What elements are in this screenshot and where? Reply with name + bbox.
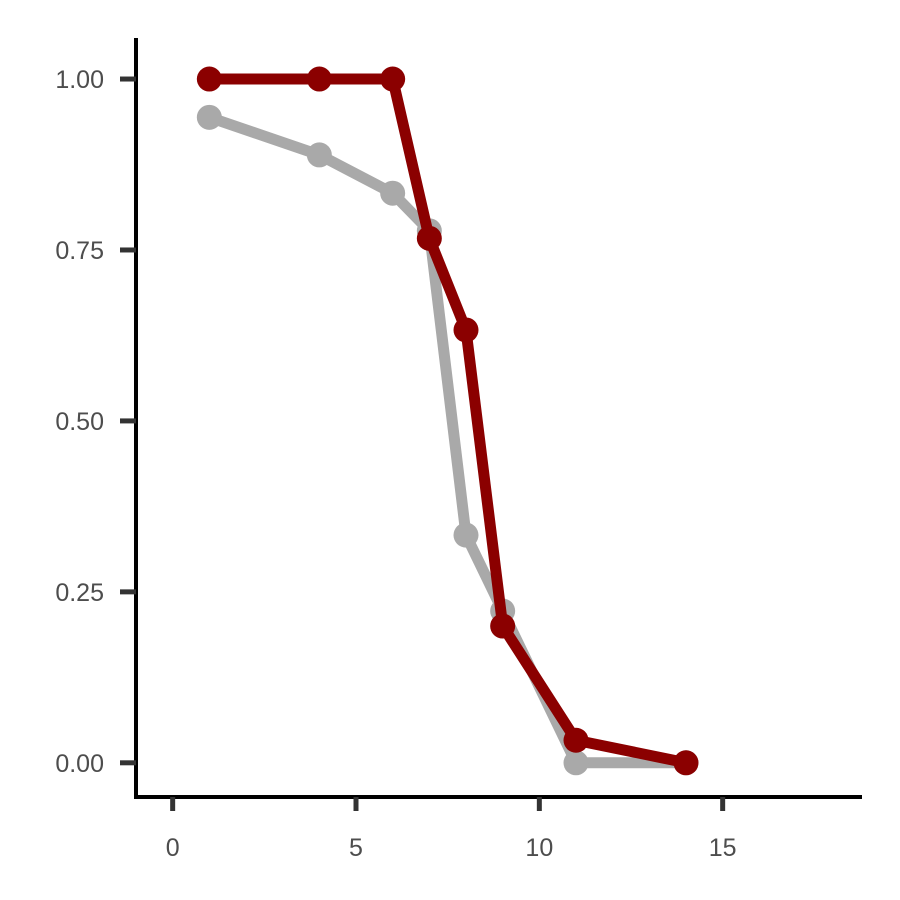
series-1-point — [196, 104, 222, 130]
series-2-point — [563, 727, 589, 753]
x-tick-label: 0 — [166, 834, 180, 862]
series-layer — [196, 66, 699, 776]
series-1-point — [306, 142, 332, 168]
series-2-point — [196, 66, 222, 92]
series-1-point — [453, 522, 479, 548]
series-1 — [196, 104, 699, 776]
x-axis-ticks: 0 5 10 15 — [166, 797, 737, 862]
y-tick-label: 0.25 — [55, 579, 104, 607]
y-tick-label: 0.00 — [55, 750, 104, 778]
series-1-line — [203, 111, 692, 769]
y-axis-ticks: 0.00 0.25 0.50 0.75 1.00 — [55, 66, 136, 778]
series-2-point — [453, 317, 479, 343]
x-tick-label: 5 — [349, 834, 363, 862]
series-1-point — [380, 180, 406, 206]
x-tick-label: 15 — [709, 834, 737, 862]
y-tick-label: 0.50 — [55, 408, 104, 436]
series-1-point — [563, 750, 589, 776]
series-2 — [196, 66, 699, 776]
y-tick-label: 1.00 — [55, 66, 104, 94]
series-2-point — [416, 225, 442, 251]
series-2-point — [306, 66, 332, 92]
axes-layer — [134, 38, 862, 799]
series-2-point — [490, 613, 516, 639]
series-2-point — [673, 750, 699, 776]
x-tick-label: 10 — [525, 834, 553, 862]
y-tick-label: 0.75 — [55, 237, 104, 265]
series-2-point — [380, 66, 406, 92]
